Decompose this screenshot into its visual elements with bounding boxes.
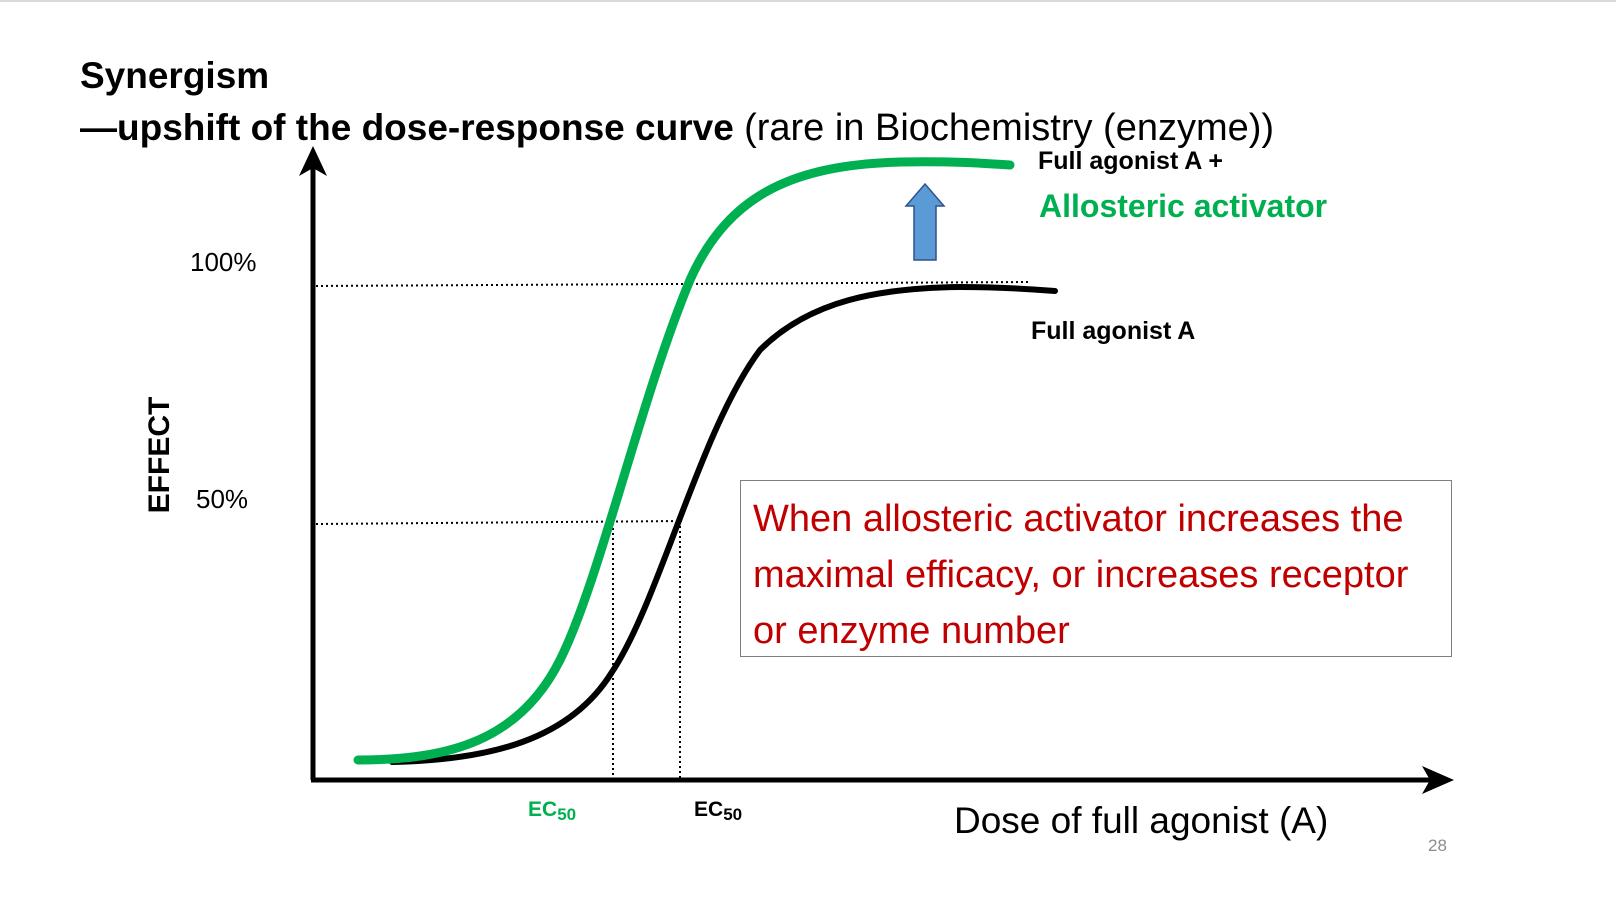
ec50-agonist-text: EC: [694, 798, 724, 821]
agonist-curve-label: Full agonist A: [1031, 317, 1196, 345]
y-axis-label: EFFECT: [143, 396, 176, 514]
tick-label-50: 50%: [196, 484, 249, 514]
upshift-arrow-icon: [904, 182, 946, 261]
tick-label-100: 100%: [190, 247, 257, 277]
callout-box: When allosteric activator increases the …: [740, 480, 1452, 657]
page-number: 28: [1428, 836, 1447, 855]
reference-line-50: [315, 520, 683, 525]
x-axis-label: Dose of full agonist (A): [954, 800, 1329, 841]
activator-curve: [353, 157, 1015, 765]
slide-title: Synergism: [80, 55, 270, 96]
ec50-agonist-subscript: 50: [723, 805, 743, 824]
activator-curve-label-line2: Allosteric activator: [1039, 188, 1328, 224]
ec50-activator-label: EC50: [528, 798, 576, 825]
subtitle-note: (rare in Biochemistry (enzyme)): [744, 107, 1275, 149]
callout-text: When allosteric activator increases the …: [753, 498, 1409, 652]
ec50-activator-text: EC: [528, 798, 558, 821]
reference-line-100: [315, 281, 1029, 287]
activator-curve-label-line1: Full agonist A +: [1038, 147, 1223, 175]
ec50-activator-subscript: 50: [557, 805, 577, 824]
subtitle-main: —upshift of the dose-response curve: [80, 107, 734, 148]
y-axis-arrowhead: [299, 146, 327, 176]
agonist-curve: [389, 283, 1058, 765]
top-rule: [0, 0, 1616, 2]
slide-subtitle: —upshift of the dose-response curve (rar…: [80, 106, 1274, 150]
x-axis-arrowhead: [1422, 766, 1454, 794]
ec50-agonist-label: EC50: [694, 798, 742, 825]
